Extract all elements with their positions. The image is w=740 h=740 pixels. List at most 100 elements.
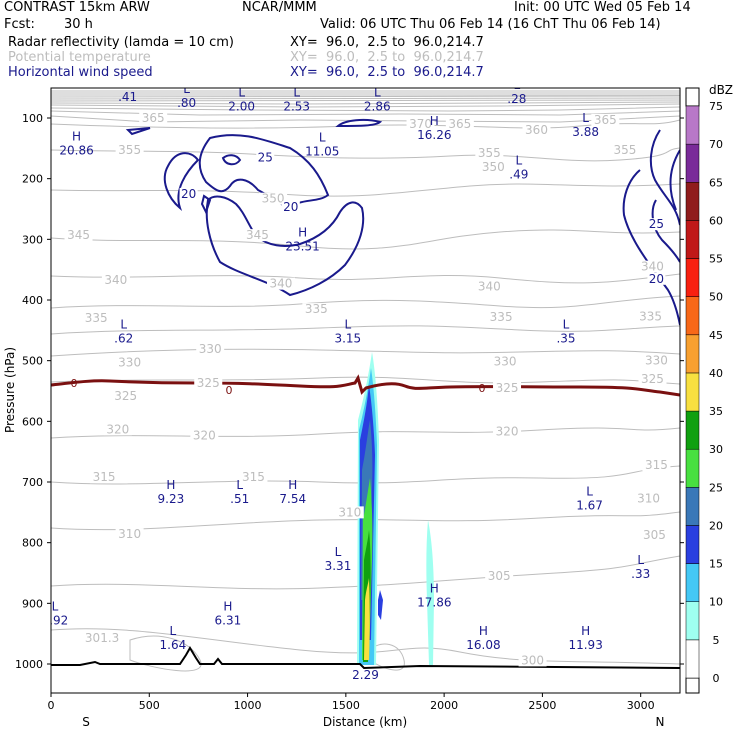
extremum-value: .41 (118, 90, 137, 104)
colorbar-swatch (685, 334, 700, 374)
colorbar-level-label: 20 (709, 519, 723, 532)
theta-label: 345 (67, 228, 90, 242)
freezing-level-line (51, 374, 680, 397)
theta-label-bg (190, 429, 219, 442)
theta-label: 300 (521, 653, 544, 667)
theta-label-bg (239, 471, 268, 484)
colorbar-level-label: 40 (709, 367, 723, 380)
wind-label: 25 (258, 150, 273, 164)
colorbar-swatch (685, 105, 700, 145)
y-tick-label: 100 (22, 112, 43, 125)
theta-label: 340 (641, 260, 664, 274)
extremum-value: 16.26 (417, 128, 451, 142)
field-xy-theta: XY= 96.0, 2.5 to 96.0,214.7 (290, 50, 484, 65)
header-fcst-value: 30 h (64, 17, 93, 32)
theta-label: 320 (106, 422, 129, 436)
colorbar-level-label: 75 (709, 100, 723, 113)
wind-label-bg (179, 187, 198, 200)
extremum-value: 2.53 (283, 100, 310, 114)
extremum-value: 6.31 (215, 614, 242, 628)
extremum-kind: L (563, 317, 570, 331)
wind-contours (125, 118, 680, 326)
extremum-value: .35 (556, 331, 575, 345)
plot-frame (50, 87, 681, 694)
theta-label: 350 (482, 160, 505, 174)
theta-label: 320 (193, 428, 216, 442)
colorbar-level-label: 25 (709, 481, 723, 494)
theta-label-bg (196, 343, 225, 356)
theta-label-bg (475, 147, 504, 160)
colorbar-swatch (685, 296, 700, 336)
colorbar-level-label: 5 (713, 634, 720, 647)
extremum-value: 3.31 (325, 559, 352, 573)
theta-label-bg (636, 310, 665, 323)
theta-label-bg (64, 229, 93, 242)
extremum-value: .33 (631, 567, 650, 581)
x-tick-label: 1000 (234, 699, 262, 712)
theta-label: 310 (338, 505, 361, 519)
extrema-labels: L.41L.80L2.00L2.53L2.86L.28H20.86L11.05H… (42, 78, 650, 682)
extremum-kind: L (120, 317, 127, 331)
colorbar-swatch (685, 410, 700, 450)
wind-labels: 25 20 20 25 20 (179, 150, 666, 286)
colorbar-unit: dBZ (709, 83, 733, 97)
theta-label: 315 (645, 458, 668, 472)
theta-label: 365 (594, 113, 617, 127)
colorbar-level-label: 55 (709, 253, 723, 266)
extremum-value: 3.15 (334, 331, 361, 345)
extremum-value: 11.93 (568, 638, 602, 652)
colorbar-swatch (685, 525, 700, 564)
reflectivity-plume (357, 352, 434, 665)
extremum-kind: H (223, 600, 232, 614)
theta-label: 330 (494, 354, 517, 368)
theta-label: 365 (448, 117, 471, 131)
theta-label: 320 (496, 425, 519, 439)
extremum-kind: H (166, 478, 175, 492)
y-tick-label: 800 (22, 537, 43, 550)
theta-label-bg (111, 389, 140, 402)
extremum-value: 4.92 (42, 614, 69, 628)
colorbar-level-label: 70 (709, 138, 723, 151)
theta-label: 335 (639, 309, 662, 323)
colorbar-level-label: 50 (709, 291, 723, 304)
colorbar-swatch (685, 182, 700, 221)
header-valid: Valid: 06 UTC Thu 06 Feb 14 (16 ChT Thu … (320, 17, 661, 32)
theta-label: 315 (93, 470, 116, 484)
x-tick-label: 2500 (528, 699, 556, 712)
y-tick-label: 1000 (15, 658, 43, 671)
y-tick-label: 700 (22, 476, 43, 489)
theta-label: 340 (104, 273, 127, 287)
wind-label-bg (256, 151, 275, 164)
x-axis-label: Distance (km) (323, 715, 407, 729)
colorbar-level-label: 45 (709, 329, 723, 342)
theta-label-bg (638, 372, 667, 385)
y-tick-label: 200 (22, 173, 43, 186)
colorbar-level-label: 65 (709, 176, 723, 189)
theta-label-bg (475, 280, 504, 293)
theta-label-bg (266, 277, 295, 290)
extremum-value: 2.86 (364, 100, 391, 114)
theta-label-bg (642, 459, 671, 472)
theta-label-bg (610, 144, 639, 157)
header-org: NCAR/MMM (242, 0, 317, 15)
extremum-kind: L (582, 111, 589, 125)
theta-label: 325 (197, 376, 220, 390)
extremum-value: 1.64 (160, 638, 187, 652)
theta-label: 315 (242, 470, 265, 484)
extremum-kind: H (72, 129, 81, 143)
colorbar-level-label: 10 (709, 596, 723, 609)
header-model: CONTRAST 15km ARW (4, 0, 150, 15)
theta-label: 370 (409, 117, 432, 131)
theta-label-bg (485, 570, 514, 583)
theta-label: 330 (118, 356, 141, 370)
extremum-kind: H (288, 478, 297, 492)
colorbar-swatch (685, 487, 700, 526)
theta-label-bg (591, 113, 620, 126)
theta-label: 301.3 (85, 631, 119, 645)
theta-label-bg (139, 112, 168, 125)
extremum-kind: L (514, 78, 521, 92)
field-name-theta: Potential temperature (8, 50, 151, 65)
extremum-kind: H (479, 624, 488, 638)
x-tick-label: 3000 (627, 699, 655, 712)
extremum-value: 20.86 (59, 143, 93, 157)
